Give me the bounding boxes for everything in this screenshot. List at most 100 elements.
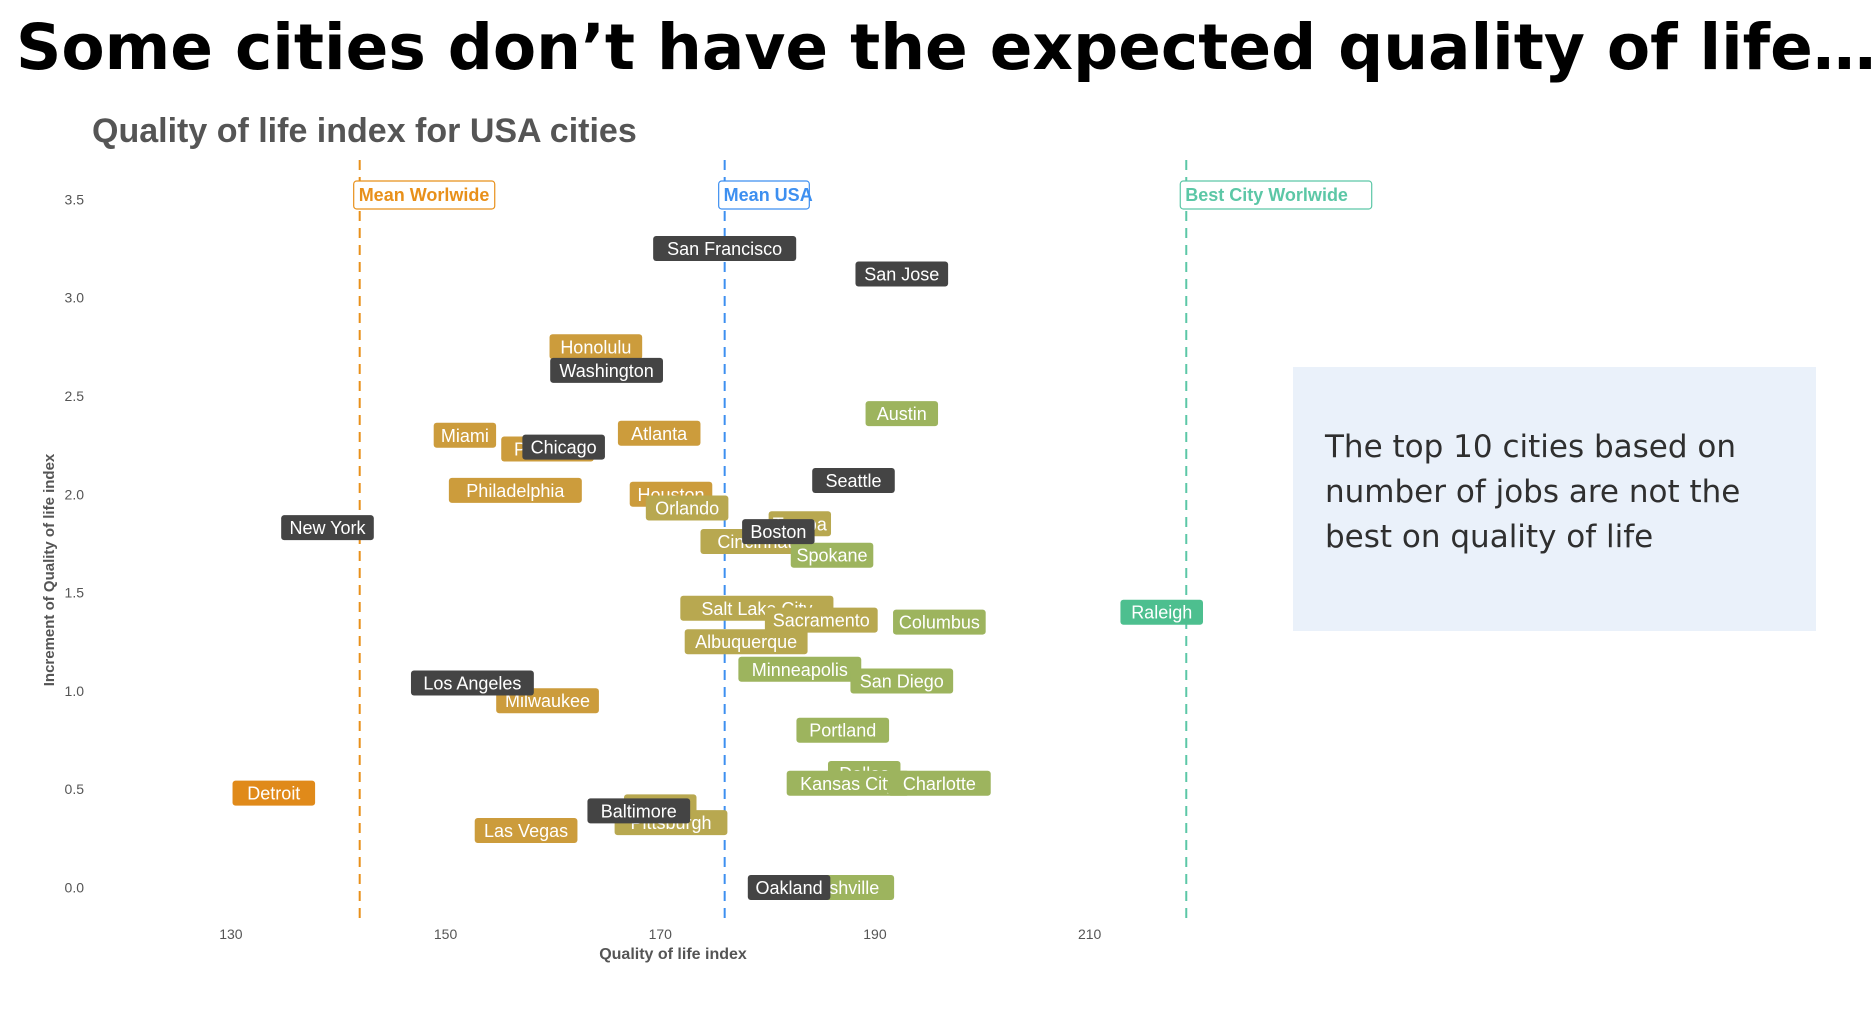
x-axis-ticks: 130 150 170 190 210	[219, 926, 1101, 942]
city-label-box	[448, 477, 582, 503]
city-label-box	[796, 717, 890, 743]
x-axis-label: Quality of life index	[599, 946, 747, 963]
city-label-box	[684, 629, 808, 655]
city-label-box	[474, 817, 578, 843]
city-label-seattle: Seattle	[812, 467, 895, 493]
chart-title: Quality of life index for USA cities	[92, 112, 637, 150]
city-label-text: San Jose	[864, 265, 939, 285]
city-label-box	[855, 261, 949, 287]
city-label-box	[522, 434, 605, 460]
city-label-raleigh: Raleigh	[1120, 599, 1203, 625]
city-label-miami: Miami	[433, 422, 497, 448]
city-label-box	[865, 401, 939, 427]
city-label-text: Washington	[559, 361, 653, 381]
city-label-box	[587, 798, 691, 824]
mean-usa-label: Mean USA	[724, 185, 813, 205]
city-label-text: Milwaukee	[505, 691, 590, 711]
city-label-washington: Washington	[550, 357, 663, 383]
x-tick-label: 130	[219, 926, 243, 942]
city-label-text: Columbus	[899, 613, 980, 633]
city-label-box	[850, 668, 954, 694]
x-tick-label: 150	[434, 926, 458, 942]
y-axis-label: Increment of Quality of life index	[41, 453, 58, 686]
city-label-box	[653, 235, 797, 261]
city-label-box	[888, 770, 991, 796]
city-label-baltimore: Baltimore	[587, 798, 691, 824]
y-tick-label: 0.5	[65, 781, 85, 797]
y-tick-label: 1.5	[65, 585, 85, 601]
city-label-atlanta: Atlanta	[617, 420, 701, 446]
city-label-text: Seattle	[825, 471, 881, 491]
callout-box: The top 10 cities based on number of job…	[1293, 367, 1816, 631]
city-label-text: Charlotte	[903, 774, 976, 794]
city-labels: Honolulu Austin Miami Atlanta Portland Philad…	[232, 235, 1203, 901]
city-label-text: Minneapolis	[752, 660, 848, 680]
city-label-charlotte: Charlotte	[888, 770, 991, 796]
x-tick-label: 210	[1078, 926, 1102, 942]
city-label-box	[433, 422, 497, 448]
city-label-text: Spokane	[796, 546, 867, 566]
city-label-box	[764, 607, 878, 633]
city-label-philadelphia: Philadelphia	[448, 477, 582, 503]
city-label-text: New York	[289, 518, 366, 538]
city-label-box	[550, 357, 663, 383]
city-label-orlando: Orlando	[645, 495, 729, 521]
y-tick-label: 3.5	[65, 191, 85, 207]
city-label-box	[281, 515, 374, 541]
city-label-text: Sacramento	[773, 611, 870, 631]
city-label-las-vegas: Las Vegas	[474, 817, 578, 843]
city-label-text: Detroit	[247, 784, 300, 804]
best-city-worlwide-label-box	[1179, 180, 1373, 210]
city-label-chicago: Chicago	[522, 434, 605, 460]
mean-worlwide-label-box	[353, 180, 496, 210]
city-label-albuquerque: Albuquerque	[684, 629, 808, 655]
city-label-text: Boston	[750, 522, 806, 542]
city-label-text: Chicago	[531, 438, 597, 458]
y-axis-ticks: 0.0 0.5 1.0 1.5 2.0 2.5 3.0 3.5	[65, 191, 85, 895]
city-label-portland: Portland	[796, 717, 890, 743]
city-label-boston: Boston	[742, 519, 815, 545]
city-label-san-jose: San Jose	[855, 261, 949, 287]
city-label-text: Orlando	[655, 499, 719, 519]
city-label-text: San Francisco	[667, 239, 782, 259]
city-label-text: Baltimore	[601, 801, 677, 821]
city-label-text: Oakland	[756, 878, 823, 898]
city-label-text: Kansas City	[800, 774, 896, 794]
y-tick-label: 2.0	[65, 486, 85, 502]
city-label-box	[549, 334, 643, 360]
city-label-oakland: Oakland	[747, 875, 831, 901]
city-label-text: Philadelphia	[466, 481, 565, 501]
city-label-minneapolis: Minneapolis	[738, 656, 862, 682]
city-label-text: Honolulu	[560, 337, 631, 357]
city-label-new-york: New York	[281, 515, 374, 541]
city-label-text: Atlanta	[631, 424, 688, 444]
city-label-text: Miami	[441, 426, 489, 446]
callout-text: The top 10 cities based on number of job…	[1325, 429, 1741, 555]
city-label-text: Los Angeles	[423, 674, 521, 694]
city-label-text: Las Vegas	[484, 821, 568, 841]
city-label-san-francisco: San Francisco	[653, 235, 797, 261]
mean-worlwide-label: Mean Worlwide	[359, 185, 490, 205]
city-label-box	[232, 780, 316, 806]
city-label-box	[738, 656, 862, 682]
city-label-columbus: Columbus	[893, 609, 986, 635]
x-tick-label: 170	[649, 926, 673, 942]
city-label-text: Raleigh	[1131, 603, 1192, 623]
city-label-spokane: Spokane	[790, 542, 874, 568]
x-tick-label: 190	[863, 926, 887, 942]
city-label-text: Austin	[877, 404, 927, 424]
city-label-kansas-city: Kansas City	[786, 770, 910, 796]
city-label-text: San Diego	[860, 672, 944, 692]
city-label-box	[812, 467, 895, 493]
city-label-box	[893, 609, 986, 635]
city-label-text: Portland	[809, 721, 876, 741]
best-city-worlwide-label: Best City Worlwide	[1185, 185, 1348, 205]
y-tick-label: 2.5	[65, 388, 85, 404]
city-label-text: Albuquerque	[695, 632, 797, 652]
city-label-los-angeles: Los Angeles	[410, 670, 534, 696]
city-label-box	[1120, 599, 1203, 625]
city-label-box	[790, 542, 874, 568]
mean-usa-label-box	[718, 180, 810, 210]
city-label-box	[410, 670, 534, 696]
city-label-honolulu: Honolulu	[549, 334, 643, 360]
